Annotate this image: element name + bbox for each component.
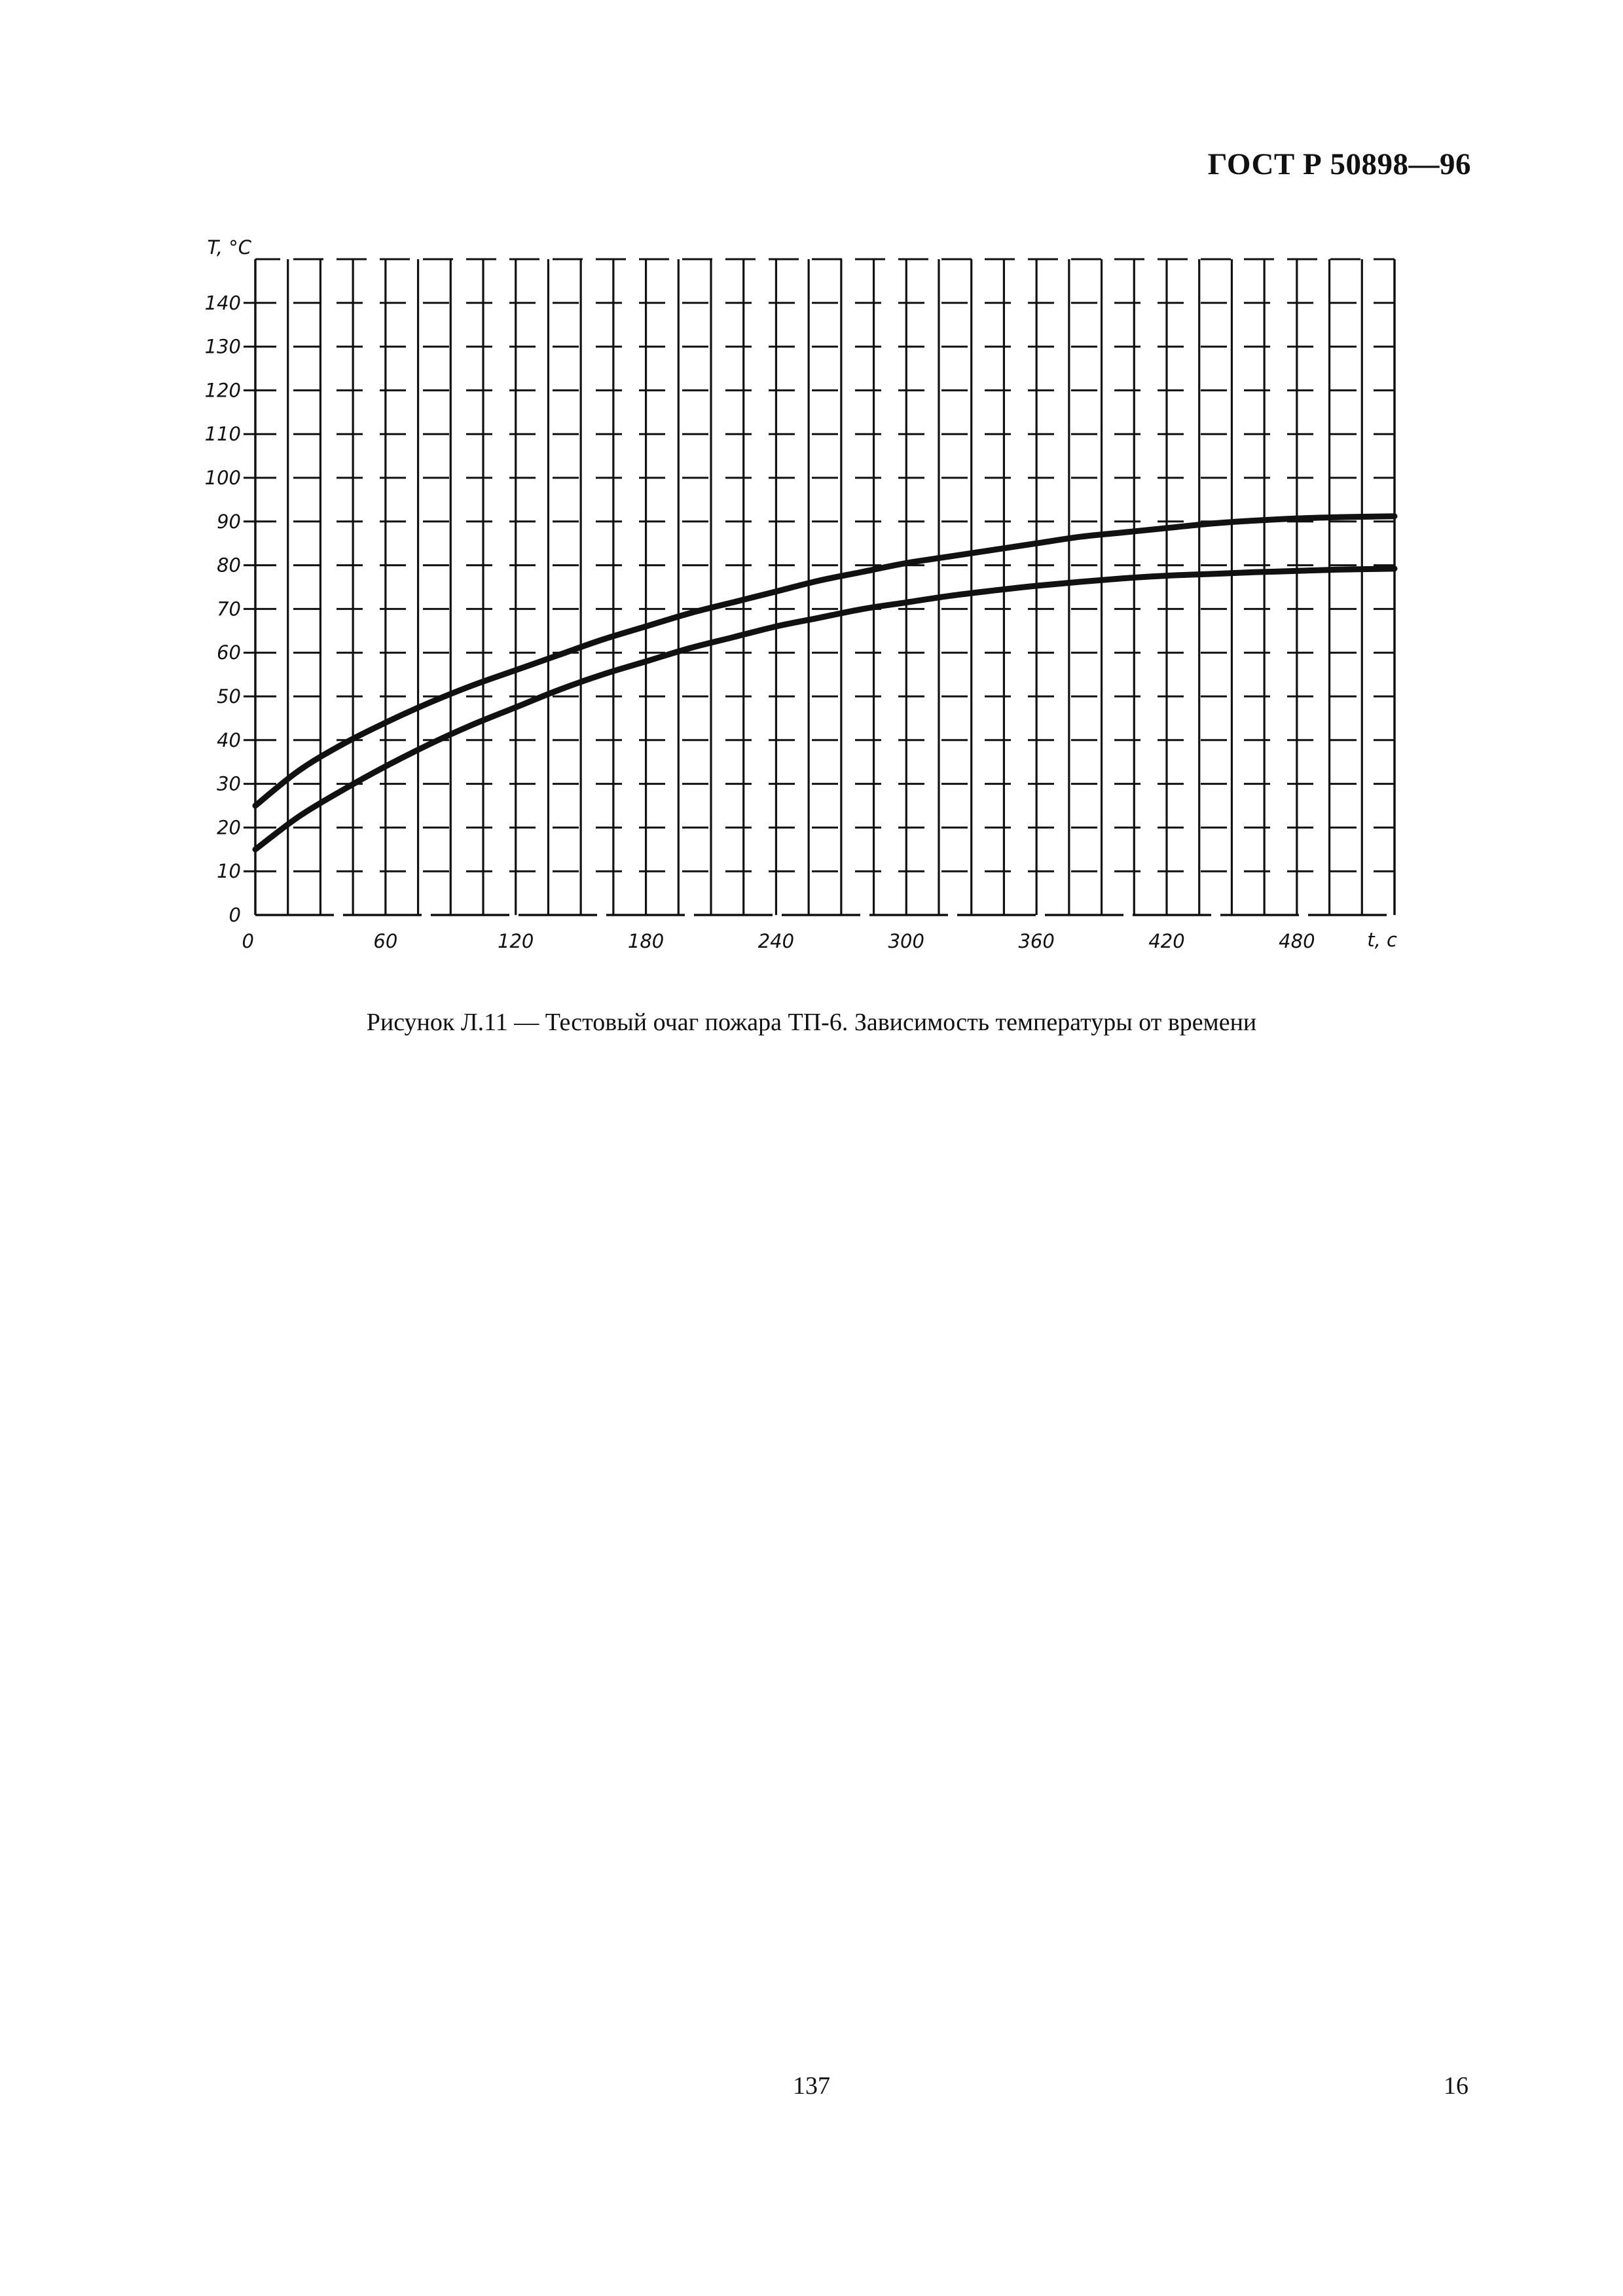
chart-ticks [244,302,255,872]
y-tick-label: 40 [217,729,241,751]
x-tick-label: 60 [373,930,397,952]
page-number-center: 137 [793,2072,830,2100]
x-tick-label: 240 [758,930,794,952]
x-tick-label: 0 [242,930,254,952]
y-tick-label: 110 [205,423,241,445]
series-line-lower [252,565,1398,853]
page-number-right: 16 [1444,2072,1468,2100]
x-tick-label: 420 [1148,930,1184,952]
y-tick-label: 70 [217,598,241,620]
y-tick-label: 20 [217,816,241,838]
x-tick-label: 120 [498,930,534,952]
figure-caption: Рисунок Л.11 — Тестовый очаг пожара ТП-6… [366,1009,1257,1036]
x-tick-label: 300 [888,930,924,952]
y-tick-label: 120 [205,379,241,401]
y-tick-label: 90 [217,511,241,533]
temperature-time-chart: 0 10 20 30 40 50 60 70 80 90 100 110 120 130 140 0 60 120… [205,236,1398,952]
y-tick-label: 130 [205,336,241,358]
y-tick-label: 140 [205,292,241,314]
y-tick-label: 50 [217,685,241,708]
y-tick-label: 100 [205,467,241,489]
x-tick-label: 180 [628,930,664,952]
x-tick-label: 480 [1279,930,1315,952]
document-id: ГОСТ Р 50898—96 [1207,147,1471,181]
x-tick-label: 360 [1018,930,1054,952]
y-tick-label: 0 [229,904,241,926]
y-tick-label: 30 [217,773,241,795]
x-axis-label: t, c [1367,929,1397,951]
series-line-upper [252,513,1398,809]
y-tick-label: 10 [217,860,241,882]
y-axis-label: T, °C [208,236,252,259]
y-tick-label: 60 [217,641,241,664]
y-tick-label: 80 [217,554,241,577]
chart-series [252,513,1398,853]
chart-labels: 0 10 20 30 40 50 60 70 80 90 100 110 120 130 140 0 60 120… [205,236,1397,952]
chart-grid [255,258,1395,915]
chart-frame [254,259,1396,916]
